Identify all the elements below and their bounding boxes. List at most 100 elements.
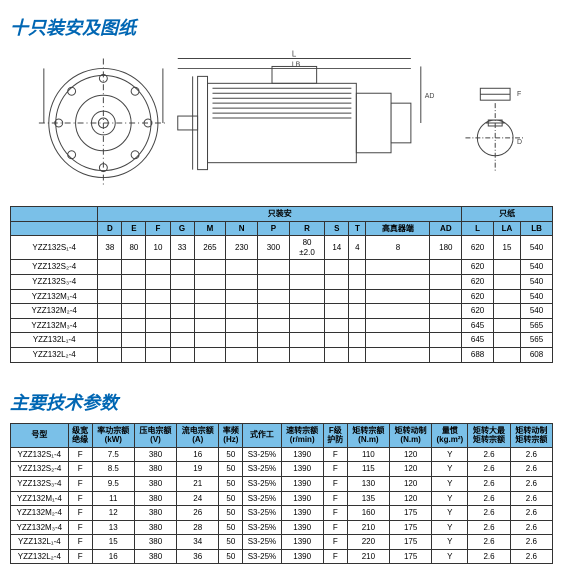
table-cell [146,274,170,289]
table-cell [258,260,290,275]
table-cell [289,304,324,319]
table-cell [430,274,462,289]
table-cell: 380 [134,506,176,521]
table-cell: 50 [219,447,243,462]
column-header-cell: 矩转动制(N.m) [390,423,432,447]
table-cell [325,333,349,348]
table-cell: 565 [521,333,553,348]
table-cell [122,274,146,289]
table-cell: YZZ132S₁-4 [11,447,69,462]
table-cell [170,318,194,333]
table-cell: S3-25% [243,506,281,521]
svg-text:AD: AD [424,93,434,100]
table-cell: 8.5 [92,462,134,477]
table-cell: F [68,462,92,477]
table-cell: 33 [170,236,194,260]
table-cell [226,260,258,275]
table-cell: 1390 [281,491,323,506]
table-cell: 9.5 [92,476,134,491]
table-row: YZZ132M₂-4F123802650S3-25%1390F160175Y2.… [11,506,553,521]
table-cell: S3-25% [243,447,281,462]
table-cell [146,318,170,333]
table-cell [289,347,324,362]
table-cell [325,304,349,319]
table-cell: 50 [219,520,243,535]
table-cell [366,260,430,275]
table-cell: YZZ132M₂-4 [11,506,69,521]
table-cell: S3-25% [243,491,281,506]
dimensions-table: 只装安只纸 DEFGMNPRST高真器端ADLLALB YZZ132S₁-438… [10,206,553,363]
column-header-cell: G [170,221,194,236]
table-cell: F [68,476,92,491]
column-header-cell: 矩转大最矩转宗额 [468,423,510,447]
table-cell: Y [432,476,468,491]
table-cell [325,260,349,275]
table-cell: S3-25% [243,549,281,564]
table-cell: 565 [521,318,553,333]
table-cell: 2.6 [510,462,552,477]
table-cell [289,274,324,289]
table-cell: F [68,535,92,550]
column-header-cell: 流电宗额(A) [177,423,219,447]
group-header-cell: 只纸 [462,207,553,222]
table-cell [366,347,430,362]
table-cell: Y [432,462,468,477]
table-cell [493,333,520,348]
table-cell [98,333,122,348]
table-cell: S3-25% [243,476,281,491]
table-row: YZZ132M₃-4645565 [11,318,553,333]
table-cell [493,289,520,304]
table-cell: 21 [177,476,219,491]
table-cell [430,333,462,348]
table-cell [258,274,290,289]
svg-text:D: D [517,139,522,146]
svg-text:F: F [517,91,521,98]
table-cell: 265 [194,236,226,260]
table-cell: F [323,506,347,521]
table-cell [146,347,170,362]
table-cell [430,347,462,362]
table-cell: 210 [347,549,389,564]
table-cell: F [323,535,347,550]
column-header-cell: 量惯(kg.m²) [432,423,468,447]
section2-title: 主要技术参数 [10,389,553,415]
table-cell: 180 [430,236,462,260]
table-cell [194,347,226,362]
table-cell [493,318,520,333]
table-cell [226,347,258,362]
table-cell: 34 [177,535,219,550]
table-cell: 2.6 [510,506,552,521]
table-cell: YZZ132M₂-4 [11,304,98,319]
table-cell [430,318,462,333]
table-cell: 50 [219,462,243,477]
table-cell [122,289,146,304]
table-cell: F [323,447,347,462]
table-cell: 130 [347,476,389,491]
table-cell [349,318,366,333]
table-cell [289,318,324,333]
table-cell: 175 [390,535,432,550]
table-cell: 620 [462,260,494,275]
table-cell: 380 [134,535,176,550]
table-cell: 120 [390,491,432,506]
table-cell: YZZ132L₁-4 [11,535,69,550]
table-cell [122,333,146,348]
table-row: YZZ132S₁-43880103326523030080±2.01448180… [11,236,553,260]
table-cell [122,318,146,333]
table-cell: 380 [134,462,176,477]
table-cell [258,304,290,319]
table-cell: 7.5 [92,447,134,462]
table-cell: YZZ132L₂-4 [11,549,69,564]
table-cell [194,260,226,275]
table-cell: Y [432,506,468,521]
column-header-cell [11,221,98,236]
section1-title: 十只装安及图纸 [10,14,553,40]
table-row: YZZ132M₁-4F113802450S3-25%1390F135120Y2.… [11,491,553,506]
table-cell: 1390 [281,520,323,535]
table-cell [366,304,430,319]
table-cell [258,289,290,304]
table-cell [170,333,194,348]
table-row: YZZ132S₂-4F8.53801950S3-25%1390F115120Y2… [11,462,553,477]
table-cell: 175 [390,549,432,564]
table-cell: 19 [177,462,219,477]
